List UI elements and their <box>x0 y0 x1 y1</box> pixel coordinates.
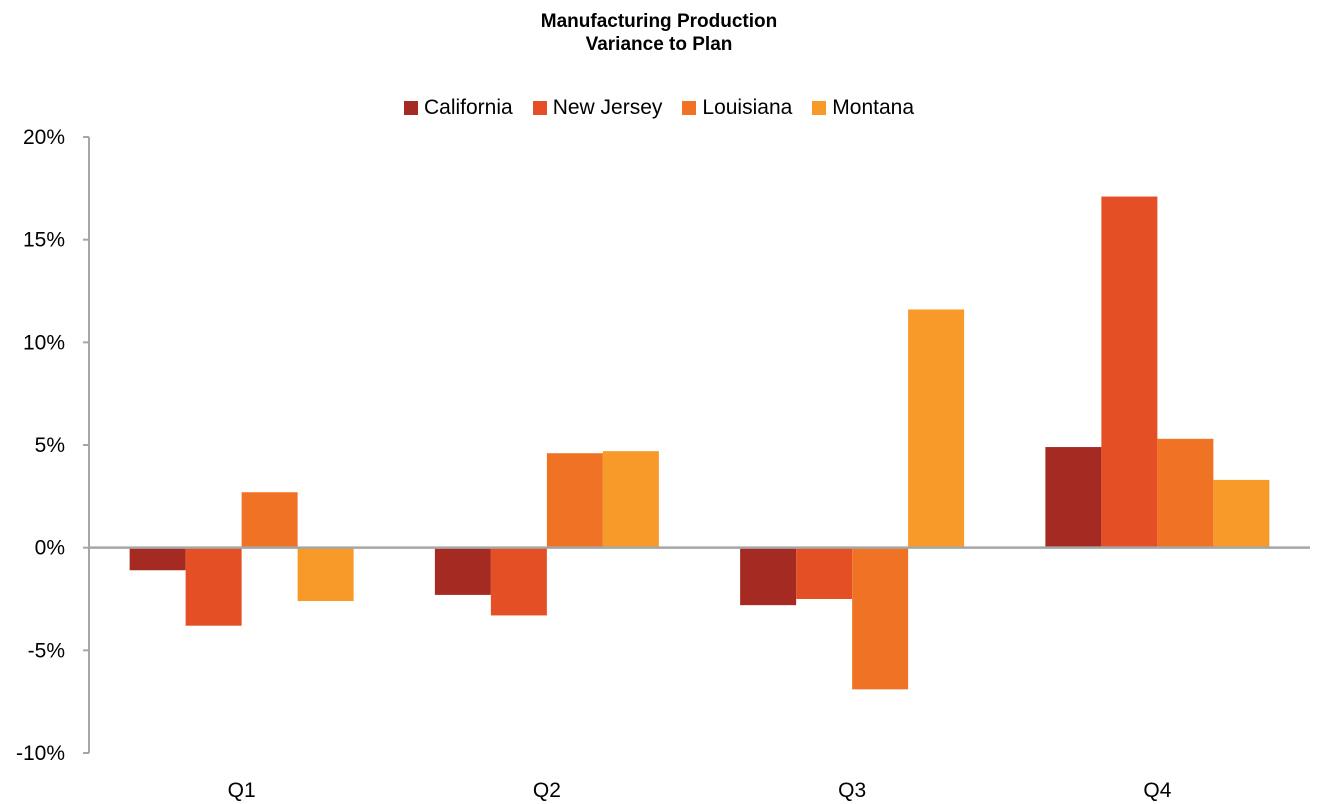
bar-q3-montana <box>908 309 965 548</box>
chart-title-line-2: Variance to Plan <box>585 34 733 55</box>
bar-q3-california <box>740 547 797 606</box>
bar-q2-new-jersey <box>490 547 547 616</box>
bar-q1-california <box>129 547 186 571</box>
chart-title: Manufacturing Production Variance to Pla… <box>0 10 1318 56</box>
y-tick-label-2: 10% <box>23 331 65 354</box>
x-tick-label-q1: Q1 <box>228 779 256 802</box>
y-tick-label-5: -5% <box>28 639 65 662</box>
bar-q4-new-jersey <box>1101 196 1158 548</box>
legend-item-new-jersey: New Jersey <box>532 96 663 120</box>
legend-label-louisiana: Louisiana <box>702 96 793 119</box>
bar-q1-montana <box>297 547 354 602</box>
legend-label-california: California <box>423 96 513 119</box>
y-tick-label-3: 5% <box>35 434 65 457</box>
x-tick-label-q2: Q2 <box>533 779 561 802</box>
y-tick-label-0: 20% <box>23 126 65 149</box>
x-tick-label-q3: Q3 <box>838 779 866 802</box>
legend-item-montana: Montana <box>812 96 914 120</box>
bar-q4-montana <box>1213 479 1270 548</box>
y-tick-label-1: 15% <box>23 229 65 252</box>
x-tick-label-q4: Q4 <box>1143 779 1171 802</box>
bar-q4-california <box>1045 447 1102 548</box>
bar-q2-california <box>434 547 491 595</box>
bar-q1-louisiana <box>241 492 298 548</box>
legend: California New Jersey Louisiana Montana <box>0 96 1318 120</box>
legend-swatch-montana <box>812 101 827 115</box>
legend-label-montana: Montana <box>832 96 915 119</box>
bar-q3-louisiana <box>852 547 909 690</box>
legend-swatch-new-jersey <box>532 101 547 115</box>
legend-swatch-louisiana <box>682 101 697 115</box>
bar-q2-montana <box>602 451 659 548</box>
bar-q1-new-jersey <box>185 547 242 626</box>
chart-title-line-1: Manufacturing Production <box>540 11 778 32</box>
legend-swatch-california <box>403 101 418 115</box>
y-tick-label-6: -10% <box>16 742 65 765</box>
legend-item-louisiana: Louisiana <box>682 96 792 120</box>
bar-q4-louisiana <box>1157 438 1214 548</box>
legend-label-new-jersey: New Jersey <box>552 96 663 119</box>
y-tick-label-4: 0% <box>35 537 65 560</box>
bar-q3-new-jersey <box>796 547 853 599</box>
legend-item-california: California <box>403 96 513 120</box>
bar-q2-louisiana <box>546 453 603 548</box>
